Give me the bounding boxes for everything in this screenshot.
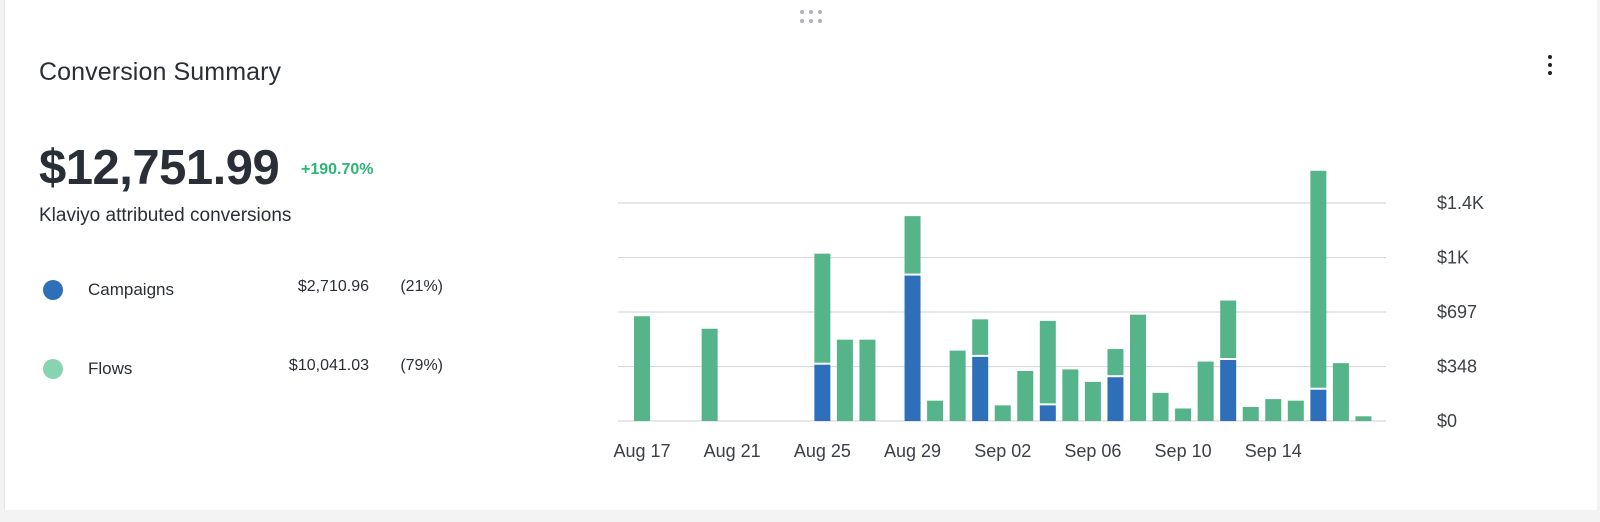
campaigns-color-dot — [43, 280, 63, 300]
bar-campaigns[interactable] — [904, 275, 921, 421]
metric-subtitle: Klaviyo attributed conversions — [39, 205, 292, 226]
bar-campaigns[interactable] — [1220, 360, 1237, 421]
bar-campaigns[interactable] — [1107, 377, 1124, 421]
legend-amount: $2,710.96 — [297, 278, 369, 295]
bar-flows[interactable] — [972, 319, 989, 355]
bar-flows[interactable] — [1287, 400, 1304, 421]
bar-flows[interactable] — [1242, 406, 1259, 421]
legend-item-campaigns: Campaigns $2,710.96 (21%) — [43, 278, 443, 302]
bar-flows[interactable] — [1197, 361, 1214, 421]
change-percent-badge: +190.70% — [301, 161, 374, 178]
bar-flows[interactable] — [949, 350, 966, 421]
bar-flows[interactable] — [634, 316, 650, 421]
flows-color-dot — [43, 359, 63, 379]
bar-flows[interactable] — [1130, 314, 1146, 421]
x-tick-label: Aug 29 — [884, 441, 941, 461]
y-tick-label: $1.4K — [1437, 193, 1484, 213]
legend-amount: $10,041.03 — [288, 357, 369, 374]
x-tick-label: Aug 21 — [704, 441, 761, 461]
x-tick-label: Sep 02 — [974, 441, 1031, 461]
y-tick-label: $0 — [1437, 411, 1457, 431]
conversion-summary-card: Conversion Summary $12,751.99 +190.70% K… — [4, 0, 1597, 510]
bar-flows[interactable] — [814, 253, 831, 363]
bar-campaigns[interactable] — [1039, 405, 1056, 421]
legend-label: Flows — [88, 359, 133, 378]
x-tick-label: Sep 10 — [1155, 441, 1212, 461]
bar-flows[interactable] — [1220, 300, 1237, 359]
legend-label: Campaigns — [88, 280, 174, 299]
x-tick-label: Sep 14 — [1245, 441, 1302, 461]
bar-flows[interactable] — [1175, 408, 1192, 421]
total-conversion-value: $12,751.99 — [39, 141, 280, 195]
bar-flows[interactable] — [1017, 370, 1034, 421]
bar-flows[interactable] — [836, 339, 853, 421]
bar-flows[interactable] — [1152, 392, 1169, 421]
bar-campaigns[interactable] — [972, 356, 989, 421]
drag-handle-icon[interactable] — [800, 10, 830, 26]
bar-flows[interactable] — [1062, 369, 1079, 421]
bar-flows[interactable] — [1332, 363, 1349, 421]
y-tick-label: $1K — [1437, 248, 1469, 268]
card-title: Conversion Summary — [39, 58, 282, 86]
bar-flows[interactable] — [1310, 170, 1327, 388]
bar-flows[interactable] — [994, 405, 1011, 421]
legend-percent: (79%) — [400, 357, 443, 374]
x-tick-label: Sep 06 — [1064, 441, 1121, 461]
bar-flows[interactable] — [1107, 349, 1124, 376]
legend-item-flows: Flows $10,041.03 (79%) — [43, 357, 443, 381]
bar-flows[interactable] — [701, 328, 718, 421]
bar-flows[interactable] — [1265, 399, 1282, 421]
bar-flows[interactable] — [927, 400, 944, 421]
bar-flows[interactable] — [904, 216, 921, 274]
bar-campaigns[interactable] — [1310, 389, 1327, 421]
bar-flows[interactable] — [1355, 416, 1372, 421]
y-tick-label: $697 — [1437, 302, 1477, 322]
x-tick-label: Aug 25 — [794, 441, 851, 461]
legend-percent: (21%) — [400, 278, 443, 295]
bar-flows[interactable] — [859, 339, 876, 421]
more-options-button[interactable] — [1540, 50, 1560, 80]
y-tick-label: $348 — [1437, 357, 1477, 377]
x-tick-label: Aug 17 — [613, 441, 670, 461]
bar-flows[interactable] — [1084, 381, 1101, 421]
bar-flows[interactable] — [1039, 320, 1056, 404]
bar-campaigns[interactable] — [814, 364, 831, 421]
